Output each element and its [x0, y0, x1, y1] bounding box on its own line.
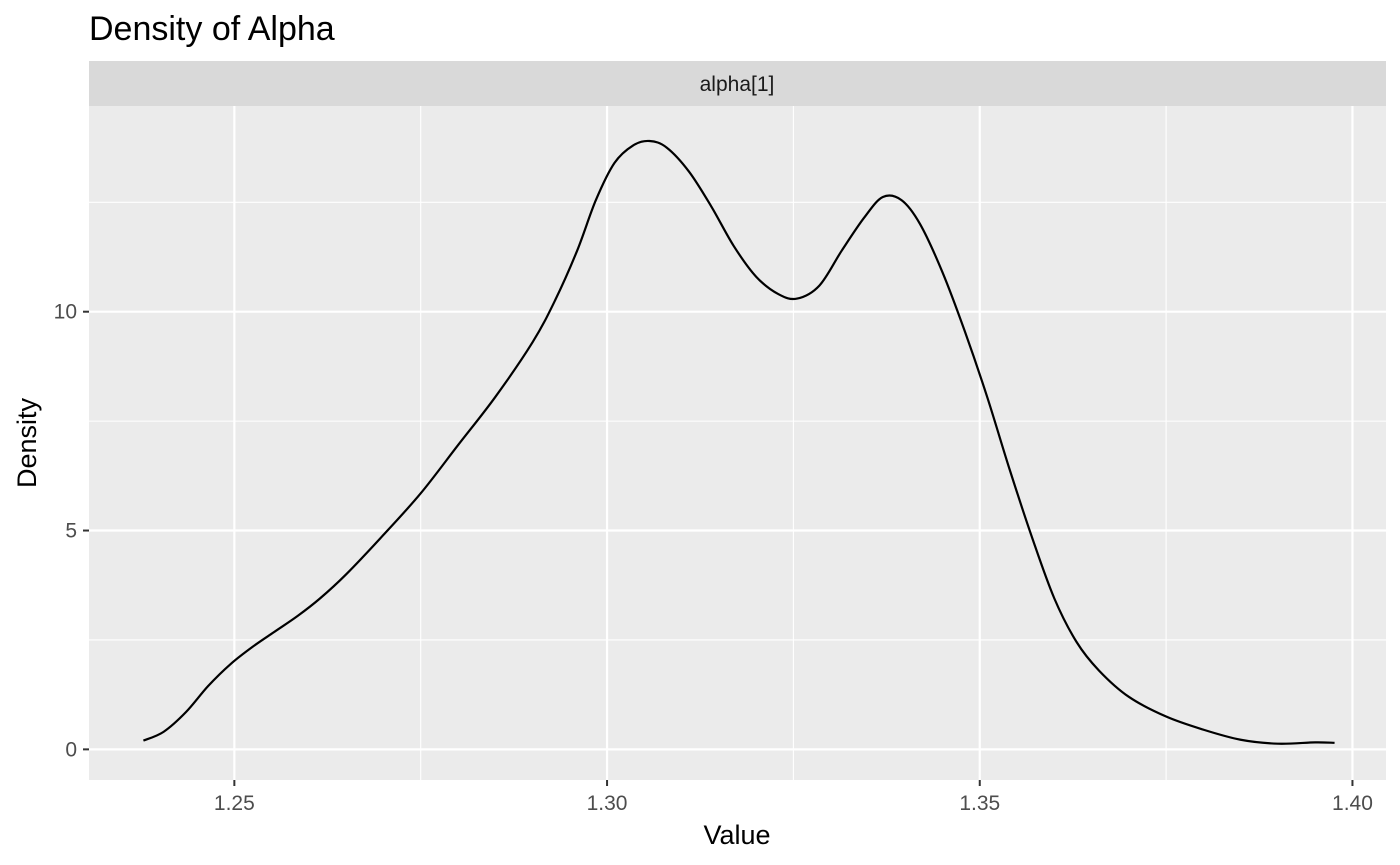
x-tick-label: 1.30 [587, 792, 628, 815]
x-tick-label: 1.40 [1332, 792, 1373, 815]
density-curve [142, 139, 1335, 745]
facet-strip-label: alpha[1] [700, 73, 775, 96]
facet-strip [89, 61, 1386, 106]
chart-title: Density of Alpha [89, 10, 335, 48]
y-tick-label: 0 [65, 738, 77, 761]
x-tick-label: 1.35 [959, 792, 1000, 815]
x-tick-label: 1.25 [214, 792, 255, 815]
y-axis-title: Density [12, 397, 42, 488]
grid-lines [89, 106, 1386, 780]
x-axis-title: Value [703, 820, 770, 850]
y-tick-label: 10 [54, 301, 77, 324]
plot-panel [89, 106, 1386, 780]
axes: 1.25 1.30 1.35 1.40 0 5 10 [54, 301, 1373, 815]
y-tick-label: 5 [65, 520, 77, 543]
